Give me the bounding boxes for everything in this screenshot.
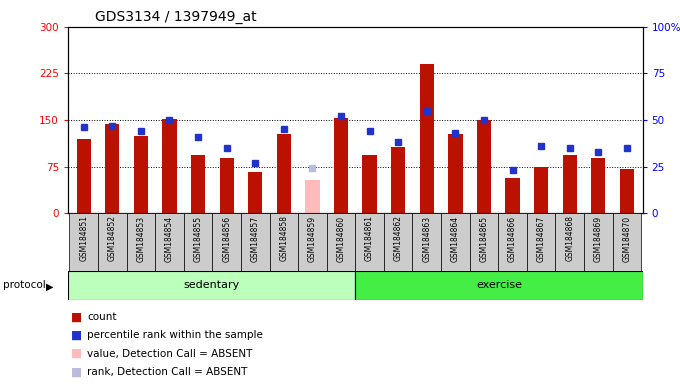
Text: GSM184866: GSM184866 (508, 215, 517, 262)
Bar (413, 213, 441, 271)
Bar (334, 118, 348, 213)
Text: GSM184855: GSM184855 (194, 215, 203, 262)
Text: GSM184863: GSM184863 (422, 215, 431, 262)
Bar (619, 169, 634, 213)
Bar (269, 213, 298, 271)
Bar (220, 158, 234, 213)
Text: GSM184861: GSM184861 (365, 215, 374, 262)
Text: GSM184867: GSM184867 (537, 215, 545, 262)
Bar (77, 139, 91, 213)
Bar (305, 180, 320, 213)
Bar (155, 213, 184, 271)
Text: GSM184862: GSM184862 (394, 215, 403, 262)
Text: GSM184852: GSM184852 (108, 215, 117, 262)
Text: ▶: ▶ (46, 281, 53, 291)
Text: exercise: exercise (476, 280, 522, 290)
Text: GSM184864: GSM184864 (451, 215, 460, 262)
Text: ■: ■ (71, 366, 82, 379)
Text: GSM184869: GSM184869 (594, 215, 602, 262)
Bar (448, 134, 462, 213)
Bar (505, 178, 520, 213)
Bar (163, 119, 177, 213)
Bar (248, 172, 262, 213)
Bar (277, 134, 291, 213)
Text: GSM184857: GSM184857 (251, 215, 260, 262)
Text: percentile rank within the sample: percentile rank within the sample (87, 330, 263, 340)
Bar (556, 213, 584, 271)
Bar (613, 213, 641, 271)
Text: sedentary: sedentary (184, 280, 240, 290)
Bar (441, 213, 470, 271)
Bar (384, 213, 413, 271)
Bar (470, 213, 498, 271)
Bar (562, 155, 577, 213)
Bar (134, 136, 148, 213)
Text: GSM184859: GSM184859 (308, 215, 317, 262)
Text: ■: ■ (71, 329, 82, 342)
Text: GDS3134 / 1397949_at: GDS3134 / 1397949_at (95, 10, 257, 23)
Bar (298, 213, 326, 271)
Text: GSM184853: GSM184853 (137, 215, 146, 262)
Bar (420, 64, 434, 213)
Text: GSM184858: GSM184858 (279, 215, 288, 262)
Bar (527, 213, 556, 271)
Bar (498, 213, 527, 271)
Text: GSM184865: GSM184865 (479, 215, 488, 262)
Text: GSM184856: GSM184856 (222, 215, 231, 262)
Bar (391, 147, 405, 213)
Bar (355, 213, 384, 271)
Bar (241, 213, 269, 271)
Text: count: count (87, 312, 116, 322)
Bar (191, 156, 205, 213)
Bar (362, 156, 377, 213)
Bar (326, 213, 355, 271)
Bar (68, 271, 356, 300)
Text: GSM184851: GSM184851 (80, 215, 88, 262)
Text: GSM184854: GSM184854 (165, 215, 174, 262)
Bar (105, 124, 120, 213)
Text: GSM184870: GSM184870 (622, 215, 631, 262)
Bar (184, 213, 212, 271)
Text: protocol: protocol (3, 280, 46, 290)
Text: GSM184868: GSM184868 (565, 215, 574, 262)
Bar (126, 213, 155, 271)
Text: ■: ■ (71, 347, 82, 360)
Bar (356, 271, 643, 300)
Bar (98, 213, 126, 271)
Text: rank, Detection Call = ABSENT: rank, Detection Call = ABSENT (87, 367, 248, 377)
Bar (477, 120, 491, 213)
Text: value, Detection Call = ABSENT: value, Detection Call = ABSENT (87, 349, 252, 359)
Bar (584, 213, 613, 271)
Text: ■: ■ (71, 310, 82, 323)
Bar (69, 213, 98, 271)
Text: GSM184860: GSM184860 (337, 215, 345, 262)
Bar (212, 213, 241, 271)
Bar (534, 167, 548, 213)
Bar (591, 158, 605, 213)
